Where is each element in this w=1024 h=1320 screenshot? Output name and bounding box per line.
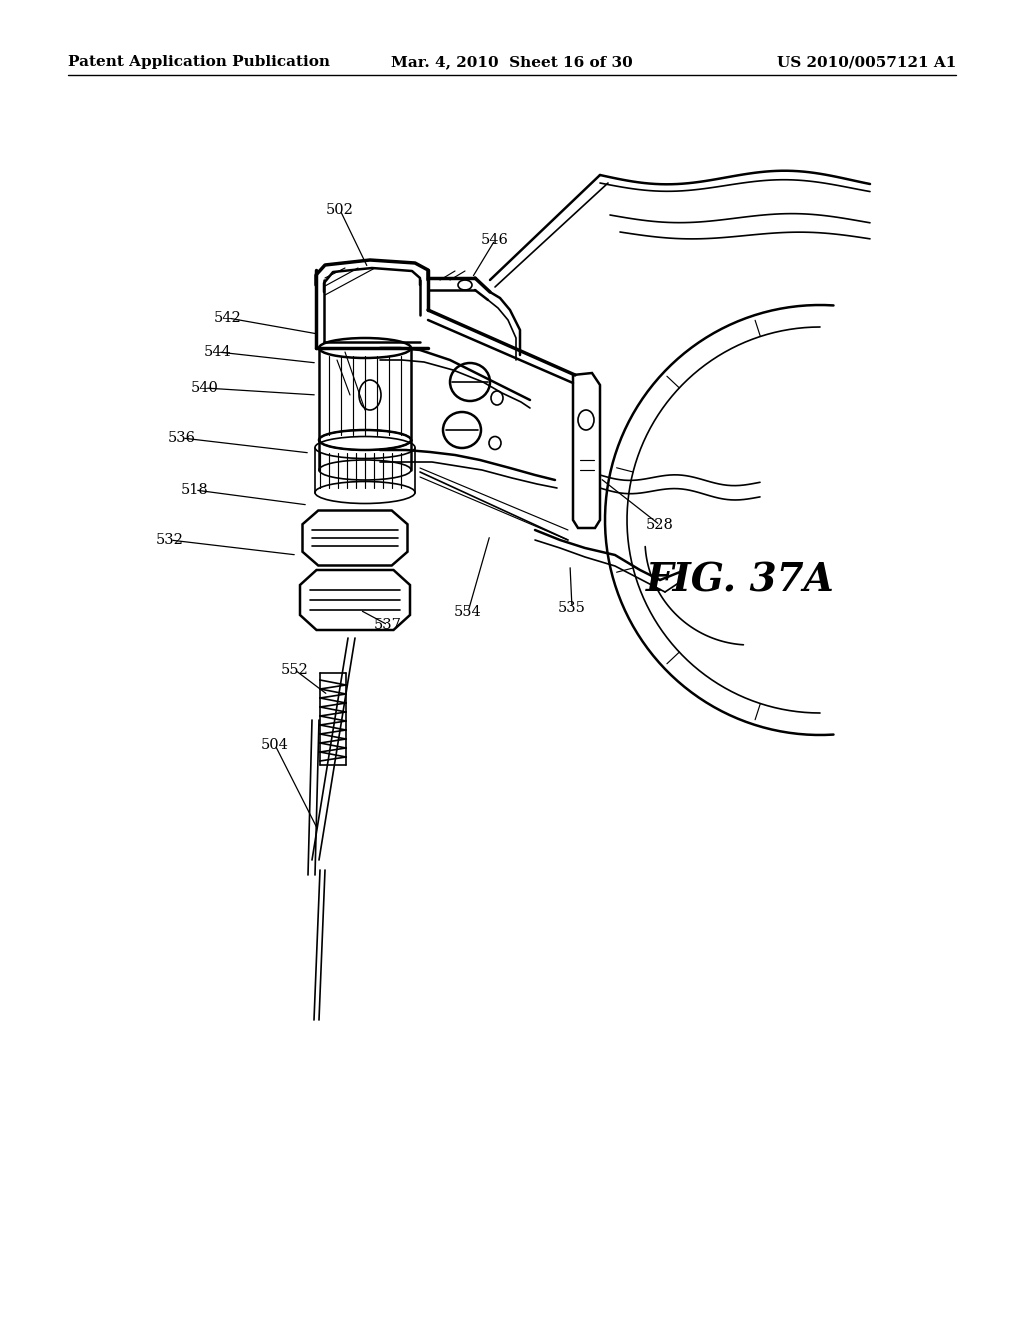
Text: 546: 546 [481, 234, 509, 247]
Text: 554: 554 [454, 605, 482, 619]
Text: 504: 504 [261, 738, 289, 752]
Text: US 2010/0057121 A1: US 2010/0057121 A1 [776, 55, 956, 69]
Text: FIG. 37A: FIG. 37A [645, 561, 835, 599]
Text: 540: 540 [191, 381, 219, 395]
Text: 518: 518 [181, 483, 209, 498]
Text: 544: 544 [204, 345, 231, 359]
Text: 542: 542 [214, 312, 242, 325]
Text: 532: 532 [156, 533, 184, 546]
Text: Patent Application Publication: Patent Application Publication [68, 55, 330, 69]
Text: 537: 537 [374, 618, 402, 632]
Text: Mar. 4, 2010  Sheet 16 of 30: Mar. 4, 2010 Sheet 16 of 30 [391, 55, 633, 69]
Text: 502: 502 [326, 203, 354, 216]
Text: 535: 535 [558, 601, 586, 615]
Text: 536: 536 [168, 432, 196, 445]
Text: 552: 552 [282, 663, 309, 677]
Text: 528: 528 [646, 517, 674, 532]
